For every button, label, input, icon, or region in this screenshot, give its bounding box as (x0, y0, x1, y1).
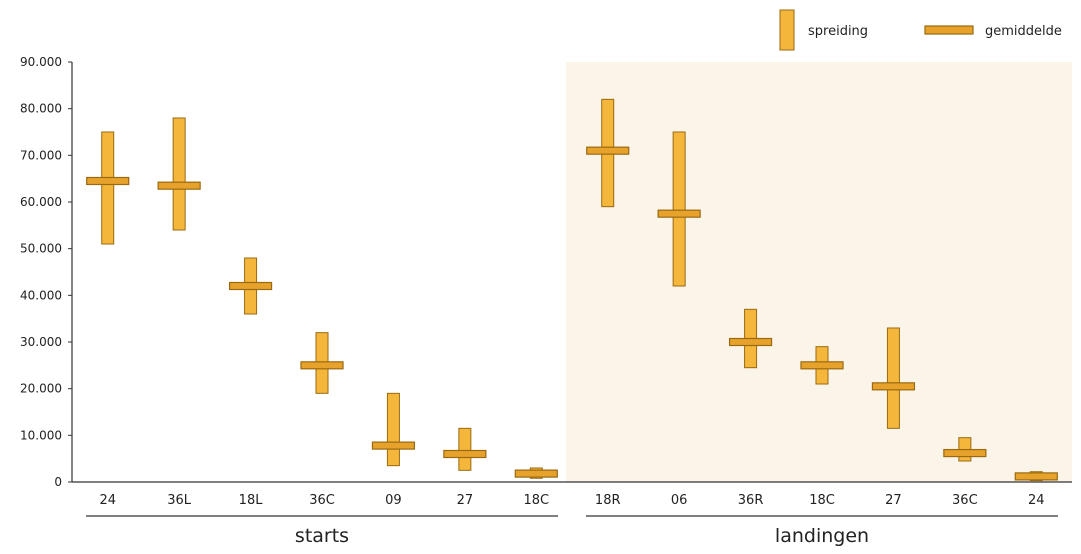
y-tick-label: 60.000 (20, 195, 62, 209)
mean-marker (657, 209, 701, 218)
y-tick-label: 90.000 (20, 55, 62, 69)
mean-marker (300, 361, 344, 370)
mean-marker (86, 176, 130, 186)
y-tick-label: 30.000 (20, 335, 62, 349)
range-bar (172, 117, 186, 231)
x-tick-label: 06 (671, 493, 688, 508)
group-label: starts (295, 525, 349, 547)
x-tick-label: 36L (167, 493, 192, 508)
mean-marker (943, 448, 987, 458)
x-tick-label: 24 (99, 493, 116, 508)
y-tick-label: 40.000 (20, 288, 62, 302)
mean-marker (371, 441, 416, 450)
mean-marker (228, 281, 273, 291)
mean-marker (586, 146, 630, 155)
range-bar (101, 131, 115, 245)
mean-marker (871, 382, 916, 391)
legend-range-label: spreiding (808, 24, 868, 39)
y-tick-label: 70.000 (20, 148, 62, 162)
range-bar (672, 131, 686, 287)
x-tick-label: 36R (738, 493, 764, 508)
range-bar (458, 427, 472, 471)
y-tick-label: 0 (54, 475, 62, 489)
y-tick-label: 20.000 (20, 382, 62, 396)
mean-marker (157, 181, 201, 190)
legend-mean-label: gemiddelde (985, 24, 1062, 39)
mean-marker (800, 361, 844, 370)
mean-marker (728, 337, 773, 347)
group-label: landingen (775, 525, 869, 547)
x-tick-label: 24 (1028, 493, 1045, 508)
legend-range-swatch (779, 9, 795, 51)
range-bar (886, 327, 900, 429)
mean-marker (443, 449, 487, 459)
x-tick-label: 18R (595, 493, 621, 508)
range-bar (386, 392, 400, 467)
y-tick-label: 10.000 (20, 428, 62, 442)
landing-background (566, 62, 1072, 482)
x-tick-label: 09 (385, 493, 402, 508)
x-tick-label: 36C (309, 493, 335, 508)
y-tick-label: 50.000 (20, 242, 62, 256)
x-tick-label: 18C (523, 493, 549, 508)
x-tick-label: 27 (885, 493, 902, 508)
x-tick-label: 36C (952, 493, 978, 508)
legend-mean-swatch (924, 25, 974, 35)
x-tick-label: 27 (457, 493, 474, 508)
mean-marker (514, 469, 558, 478)
x-tick-label: 18L (239, 493, 264, 508)
y-tick-label: 80.000 (20, 102, 62, 116)
x-tick-label: 18C (809, 493, 835, 508)
mean-marker (1014, 472, 1058, 481)
